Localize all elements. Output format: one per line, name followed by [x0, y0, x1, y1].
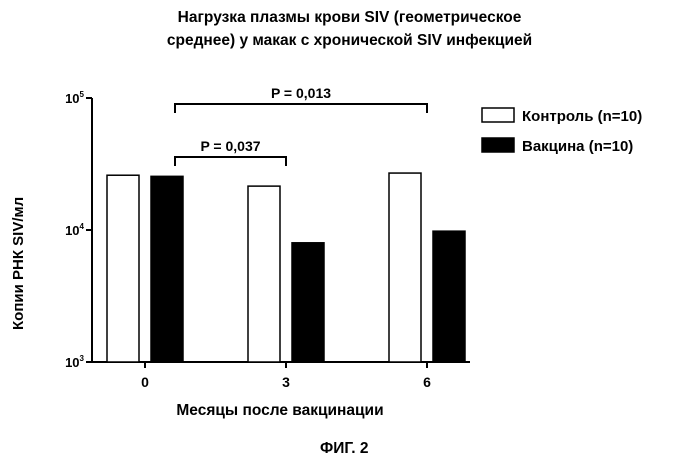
p-value-bracket-1 — [175, 104, 427, 113]
bar-control-3 — [248, 186, 280, 362]
bar-vaccine-6 — [433, 231, 465, 362]
legend-label-0: Контроль (n=10) — [522, 108, 642, 125]
bar-vaccine-3 — [292, 243, 324, 362]
x-tick-label-6: 6 — [423, 374, 431, 390]
legend-label-1: Вакцина (n=10) — [522, 138, 633, 155]
p-value-label-0: P = 0,037 — [200, 138, 260, 154]
y-tick-label-2: 105 — [65, 90, 84, 106]
x-tick-label-0: 0 — [141, 374, 149, 390]
p-value-label-1: P = 0,013 — [271, 85, 331, 101]
x-tick-label-3: 3 — [282, 374, 290, 390]
legend-swatch-0 — [482, 108, 514, 122]
legend-swatch-1 — [482, 138, 514, 152]
p-value-bracket-0 — [175, 157, 286, 166]
bar-control-6 — [389, 173, 421, 362]
y-tick-label-0: 103 — [65, 354, 84, 370]
bar-vaccine-0 — [151, 176, 183, 362]
y-tick-label-1: 104 — [65, 222, 84, 238]
bar-control-0 — [107, 175, 139, 362]
